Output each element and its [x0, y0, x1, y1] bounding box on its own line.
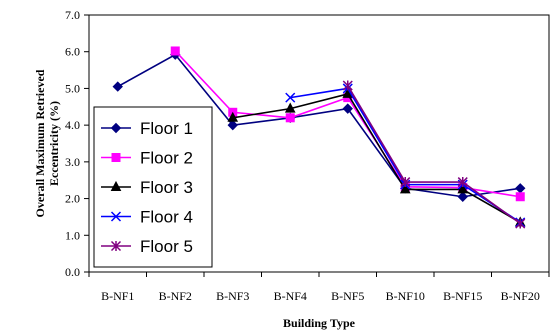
legend: Floor 1 Floor 2 Floor 3 Floor 4 Floor 5	[93, 106, 213, 268]
data-point	[342, 80, 353, 91]
series-5	[342, 80, 526, 229]
x-tick-label: B-NF2	[159, 289, 192, 303]
x-axis: B-NF1 B-NF2 B-NF3 B-NF4 B-NF5 B-NF10 B-NF15 B-N…	[88, 272, 550, 303]
y-tick-label: 1.0	[65, 228, 80, 242]
data-point	[400, 177, 411, 188]
y-axis-title-line-1: Overall Maximum Retrieved	[33, 69, 47, 217]
x-tick-label: B-NF20	[501, 289, 540, 303]
legend-item: Floor 5	[101, 237, 193, 256]
y-axis-title-line-2: Eccentricity (%)	[47, 101, 61, 186]
x-tick-label: B-NF4	[274, 289, 307, 303]
legend-marker	[110, 122, 122, 134]
legend-label: Floor 2	[140, 149, 193, 168]
data-point	[399, 183, 411, 194]
data-point	[285, 92, 296, 103]
data-point	[170, 46, 180, 56]
legend-label: Floor 3	[140, 178, 193, 197]
series-layer	[112, 46, 526, 229]
legend-marker	[110, 180, 122, 191]
x-tick-label: B-NF10	[386, 289, 425, 303]
data-point	[227, 119, 238, 131]
data-point	[227, 111, 239, 122]
x-tick-label: B-NF15	[443, 289, 482, 303]
legend-item: Floor 1	[101, 119, 193, 138]
y-tick-label: 7.0	[65, 8, 80, 22]
series-line	[347, 85, 521, 225]
legend-label: Floor 1	[140, 119, 193, 138]
y-tick-label: 3.0	[65, 155, 80, 169]
legend-label: Floor 5	[140, 237, 193, 256]
legend-marker	[110, 211, 122, 222]
data-point	[457, 183, 469, 194]
legend-item: Floor 4	[101, 208, 193, 227]
data-point	[515, 192, 525, 202]
data-point	[284, 102, 296, 113]
data-point	[515, 218, 526, 229]
data-point	[112, 81, 123, 92]
y-tick-label: 0.0	[65, 265, 80, 279]
legend-label: Floor 4	[140, 208, 193, 227]
data-point	[285, 113, 295, 123]
y-tick-label: 4.0	[65, 118, 80, 132]
series-line	[117, 53, 521, 198]
x-tick-label: B-NF3	[216, 289, 249, 303]
y-tick-label: 6.0	[65, 45, 80, 59]
legend-item: Floor 3	[101, 178, 193, 197]
legend-marker	[110, 240, 122, 252]
x-tick-label: B-NF1	[101, 289, 134, 303]
data-point	[457, 191, 468, 202]
data-point	[457, 177, 468, 188]
y-axis: 0.0 1.0 2.0 3.0 4.0 5.0 6.0 7.0	[65, 8, 89, 279]
y-tick-label: 5.0	[65, 81, 80, 95]
data-point	[342, 103, 353, 114]
x-tick-label: B-NF5	[331, 289, 364, 303]
x-axis-title: Building Type	[283, 316, 356, 330]
series-line	[232, 93, 521, 224]
legend-item: Floor 2	[101, 149, 193, 168]
legend-marker	[111, 153, 121, 162]
y-tick-label: 2.0	[65, 192, 80, 206]
